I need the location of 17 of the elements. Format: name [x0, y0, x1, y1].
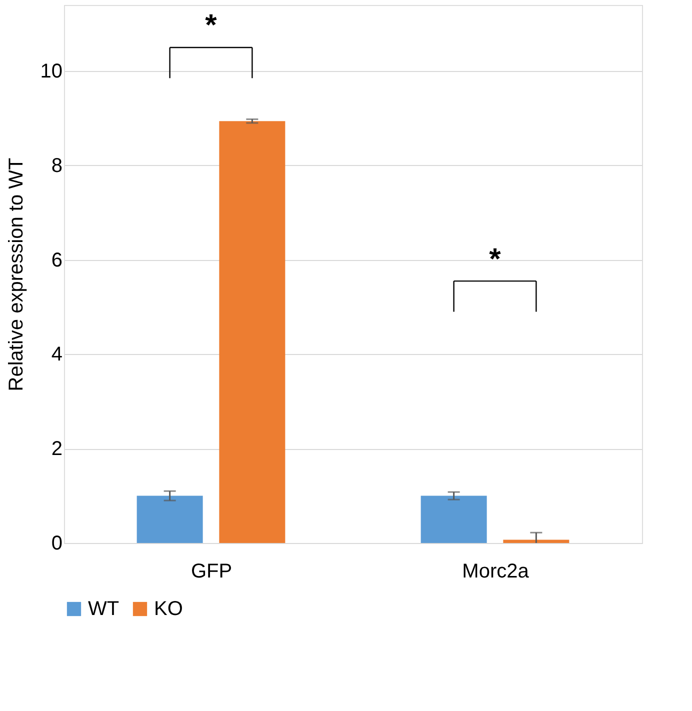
y-tick-label: 6: [51, 249, 62, 272]
y-tick-label: 2: [51, 438, 62, 460]
annotation: *: [489, 242, 502, 276]
annotation: *: [205, 9, 218, 42]
y-tick-label: 10: [40, 60, 62, 83]
legend-label: WT: [88, 598, 120, 620]
legend-label: KO: [154, 598, 183, 620]
y-tick-label: 4: [51, 344, 62, 366]
y-tick-label: 8: [51, 154, 62, 177]
y-axis-title: Relative expression to WT: [5, 158, 28, 392]
bar: [503, 540, 570, 543]
x-tick-label: GFP: [190, 560, 232, 582]
bar: [136, 496, 203, 543]
bar: [219, 121, 286, 543]
bar: [420, 496, 487, 543]
y-tick-label: 0: [51, 532, 62, 554]
x-tick-label: Morc2a: [462, 560, 530, 582]
